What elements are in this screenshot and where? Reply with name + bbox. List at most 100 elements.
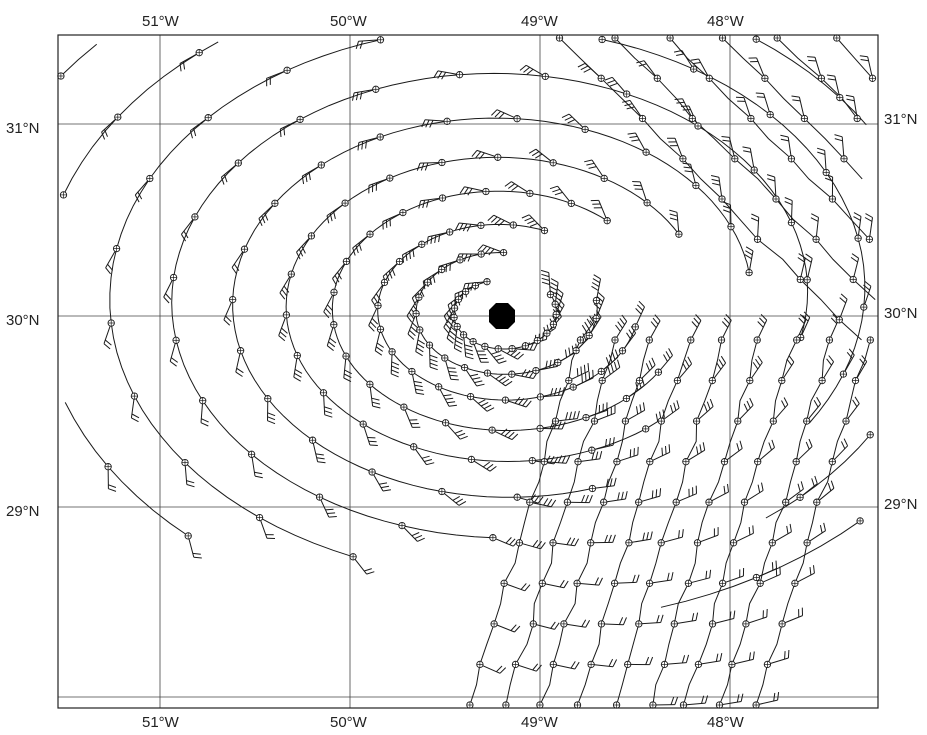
observation-point [613, 458, 621, 466]
observation-point [536, 393, 545, 401]
observation-point [813, 498, 821, 506]
wind-barb [664, 654, 690, 665]
track-23 [755, 339, 871, 706]
observation-point [598, 376, 606, 385]
wind-barb [845, 94, 858, 119]
observation-point [57, 72, 65, 80]
wind-barb [831, 438, 849, 463]
wind-barb [698, 652, 723, 665]
wind-barb [584, 159, 605, 179]
observation-point [766, 110, 774, 119]
observation-point [643, 199, 651, 207]
observation-point [679, 701, 688, 709]
observation-point [551, 300, 559, 308]
observation-point [130, 392, 139, 400]
observation-point [565, 376, 573, 385]
track-15 [469, 339, 581, 706]
wind-barb [757, 439, 775, 463]
observation-point [456, 256, 464, 264]
wind-barb [421, 119, 448, 128]
observation-point [753, 235, 762, 243]
observation-point [438, 158, 446, 167]
wind-barb [636, 60, 658, 79]
track-19 [616, 339, 722, 706]
wind-barb [390, 351, 400, 378]
observation-point [438, 265, 446, 274]
observation-point [287, 270, 295, 278]
wind-barb [674, 612, 699, 625]
observation-point [549, 159, 557, 167]
lon-label-bottom-49w: 49°W [521, 714, 559, 731]
observation-point [446, 228, 454, 236]
wind-barb [529, 498, 557, 508]
wind-barb [737, 397, 754, 422]
observation-point [693, 539, 702, 547]
observation-point [666, 34, 674, 42]
observation-point [342, 257, 351, 266]
observation-point [552, 310, 560, 319]
wind-barb [711, 355, 727, 381]
wind-barb [785, 481, 804, 503]
wind-barb [220, 162, 239, 185]
track-11 [755, 38, 867, 126]
observation-point [708, 376, 716, 385]
wind-barb [600, 349, 619, 372]
observation-point [581, 125, 589, 134]
wind-barb [697, 527, 719, 544]
wind-barb [632, 181, 648, 203]
wind-barb [411, 371, 425, 395]
wind-barb [842, 348, 855, 375]
observation-point [508, 344, 516, 353]
wind-barb [834, 134, 845, 159]
observation-point [687, 336, 695, 344]
observation-point [107, 319, 115, 327]
observation-point [466, 701, 474, 709]
observation-point [172, 336, 180, 344]
observation-point [576, 336, 585, 344]
observation-point [469, 337, 477, 346]
wind-barb [742, 146, 755, 171]
observation-point [483, 278, 491, 286]
wind-barb [107, 466, 117, 492]
observation-point [315, 493, 324, 501]
track-27 [722, 37, 863, 180]
wind-barb [429, 345, 438, 371]
observation-point [526, 189, 534, 198]
wind-barb [231, 248, 245, 275]
observation-point [728, 660, 736, 669]
observation-point [588, 484, 597, 493]
observation-point [752, 701, 760, 709]
wind-barb [614, 314, 628, 341]
observation-point [585, 331, 593, 340]
wind-barb [677, 356, 693, 381]
observation-point [828, 195, 837, 203]
track-26 [669, 37, 870, 240]
observation-point [649, 701, 657, 709]
observation-point [199, 397, 207, 405]
wind-barb [103, 322, 112, 350]
observation-point [438, 194, 447, 202]
lat-label-left-31n: 31°N [6, 120, 40, 137]
observation-point [500, 579, 508, 587]
observation-point [598, 35, 606, 44]
wind-barb [744, 246, 754, 273]
observation-point [481, 342, 489, 351]
wind-barb [722, 567, 745, 584]
observation-point [597, 620, 606, 628]
wind-barb [426, 231, 450, 245]
observation-point [603, 217, 611, 225]
observation-point [572, 346, 580, 355]
observation-point [756, 579, 764, 587]
observation-point [441, 354, 449, 362]
wind-barb [477, 244, 504, 256]
wind-barb [591, 437, 615, 451]
wind-barb [750, 213, 760, 240]
wind-barb [258, 202, 276, 227]
observation-point [754, 458, 762, 466]
observation-point [454, 295, 463, 303]
wind-barb [824, 173, 834, 200]
observation-point [308, 436, 317, 444]
wind-barb [401, 525, 425, 542]
observation-point [692, 181, 700, 190]
observation-point [372, 85, 380, 93]
